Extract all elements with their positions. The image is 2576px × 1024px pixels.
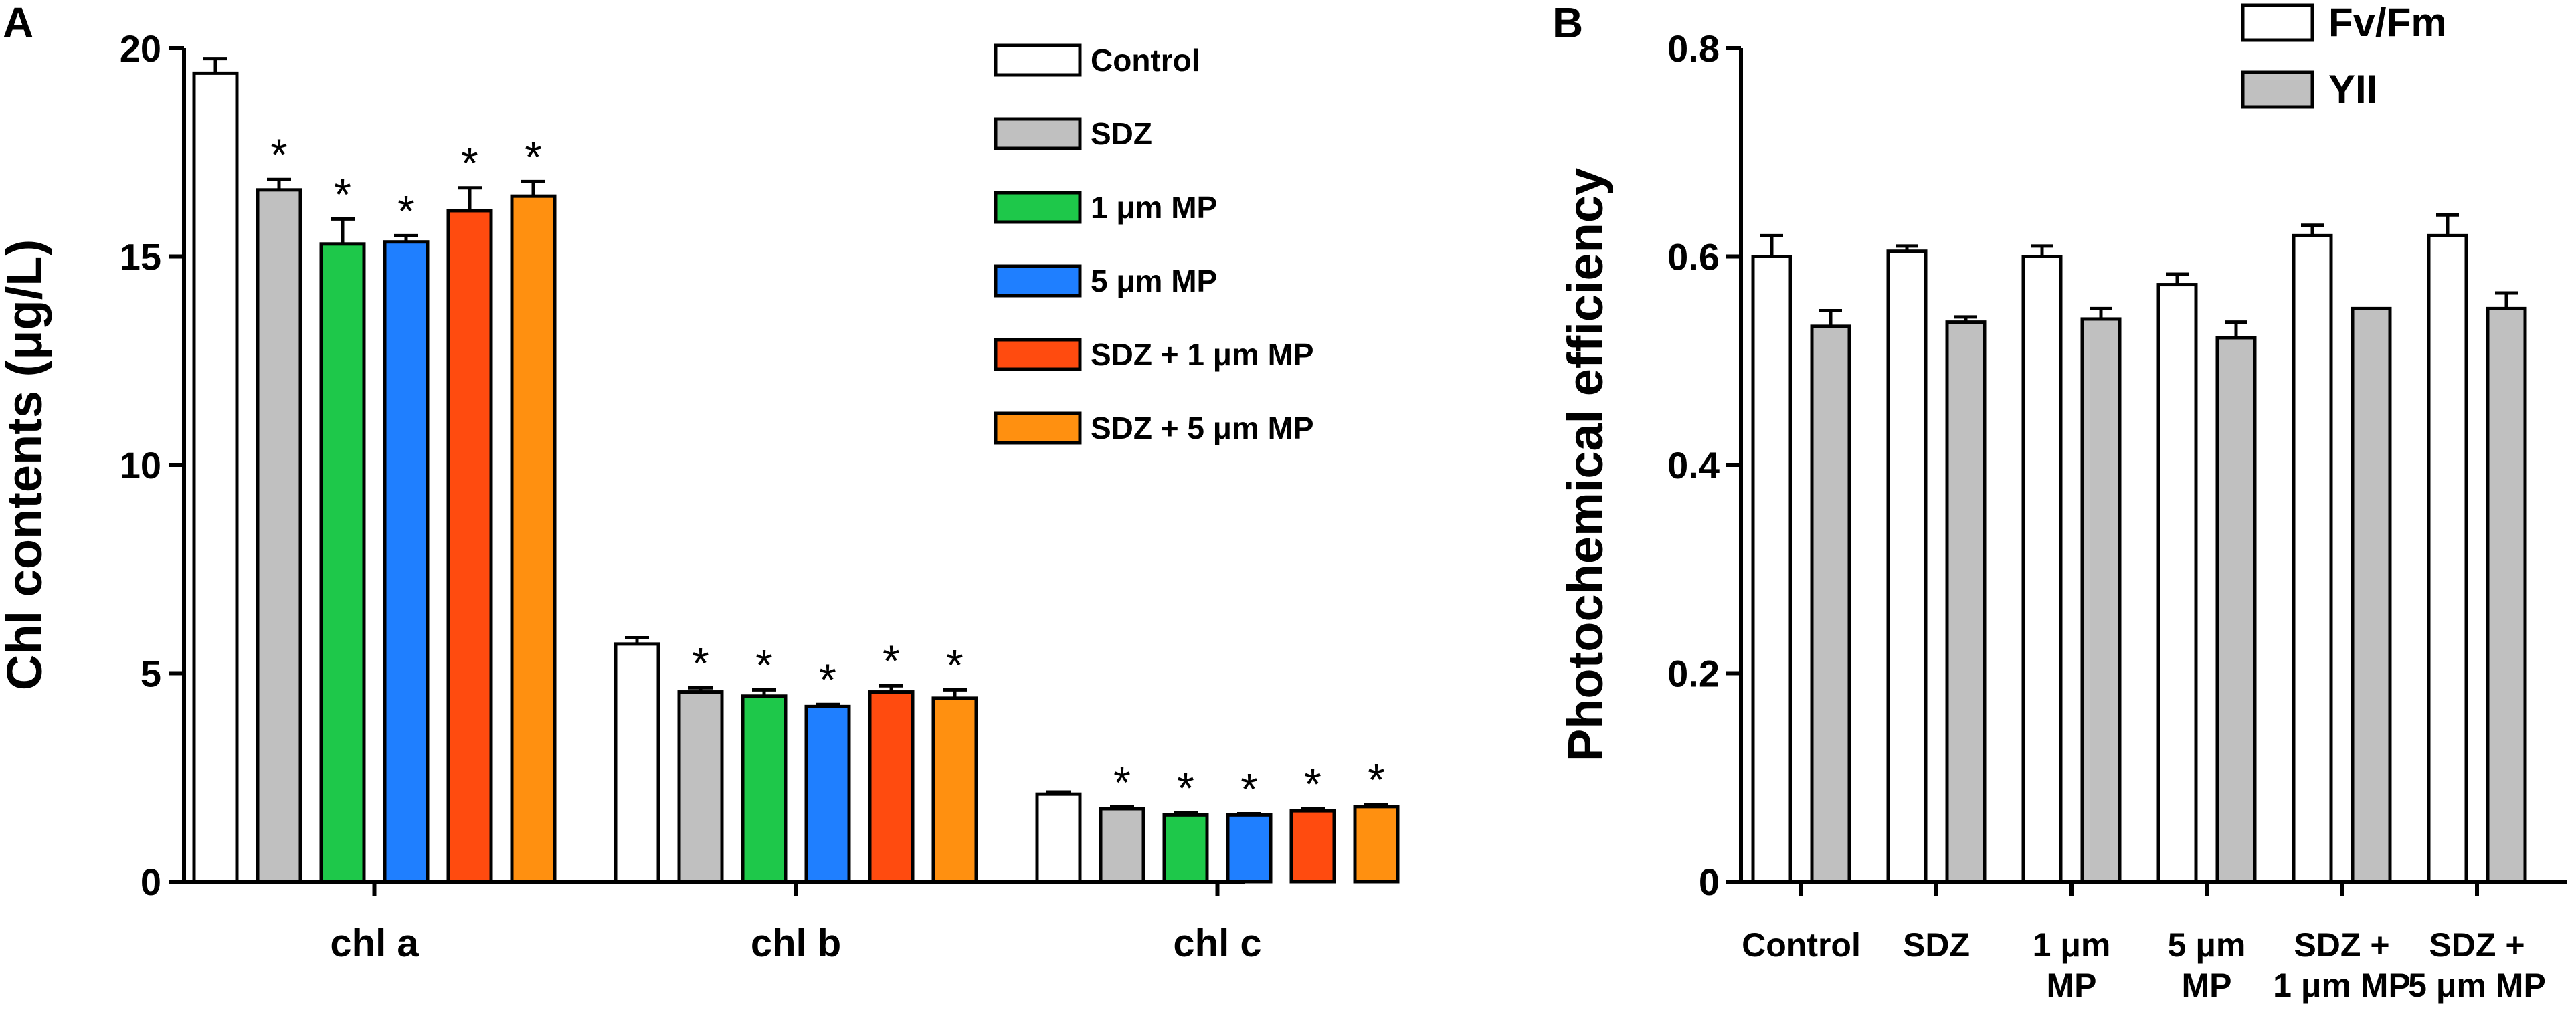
significance-mark: * xyxy=(1240,764,1258,813)
legend-label: Fv/Fm xyxy=(2328,0,2447,45)
bar xyxy=(804,704,851,884)
y-axis-label: Chl contents (μg/L) xyxy=(0,239,52,690)
legend-swatch xyxy=(994,338,1082,371)
y-tick-label: 0.6 xyxy=(1667,236,1720,278)
significance-mark: * xyxy=(1304,759,1321,809)
legend-swatch xyxy=(994,43,1082,77)
bar xyxy=(677,690,724,884)
x-category-label: SDZ xyxy=(1903,926,1970,964)
x-category-label: chl b xyxy=(751,922,841,965)
y-tick-label: 0.8 xyxy=(1667,27,1720,70)
x-category-label: 1 μm xyxy=(2033,926,2111,964)
significance-mark: * xyxy=(692,638,709,688)
panel-a-label: A xyxy=(3,0,33,47)
bar xyxy=(2080,317,2122,884)
y-tick-label: 15 xyxy=(120,236,161,278)
bar xyxy=(614,642,660,884)
bar xyxy=(2292,233,2333,884)
legend-swatch xyxy=(994,117,1082,150)
y-tick-label: 0 xyxy=(141,861,161,903)
significance-mark: * xyxy=(1177,763,1194,813)
panel-a-chart: 0 5 10 15 20 Chl contents (μg/L) * * * * * chl a * * *… xyxy=(0,27,1400,965)
significance-mark: * xyxy=(946,640,963,690)
significance-mark: * xyxy=(334,169,351,219)
x-category-label: SDZ + xyxy=(2429,926,2524,964)
legend-label: SDZ + 1 μm MP xyxy=(1091,337,1314,372)
legend-label: 1 μm MP xyxy=(1091,190,1217,225)
bar xyxy=(2427,233,2468,884)
legend-swatch xyxy=(994,191,1082,224)
significance-mark: * xyxy=(883,636,900,686)
significance-mark: * xyxy=(461,138,478,188)
bar xyxy=(1751,255,1792,884)
bar xyxy=(1945,320,1987,884)
legend-label: SDZ xyxy=(1091,116,1152,151)
legend-swatch xyxy=(2241,3,2314,42)
significance-mark: * xyxy=(1113,757,1131,807)
bar xyxy=(510,194,557,884)
panel-b-chart: 0 0.2 0.4 0.6 0.8 Photochemical efficiency Con… xyxy=(1558,0,2567,1004)
x-category-label: Control xyxy=(1742,926,1861,964)
bar xyxy=(1226,813,1273,884)
y-tick-label: 0.2 xyxy=(1667,653,1720,695)
legend-swatch xyxy=(994,264,1082,298)
y-tick-label: 0 xyxy=(1699,861,1720,903)
significance-mark: * xyxy=(819,655,836,704)
x-category-label: MP xyxy=(2182,966,2232,1004)
bar xyxy=(2486,306,2527,884)
bar xyxy=(446,209,493,884)
x-category-label: 5 μm xyxy=(2168,926,2246,964)
bar xyxy=(1810,324,1851,884)
legend-label: Control xyxy=(1091,43,1200,78)
bar xyxy=(192,71,239,884)
x-category-label: 5 μm MP xyxy=(2408,966,2546,1004)
bar xyxy=(1353,805,1400,884)
bar xyxy=(2351,306,2392,884)
legend-label: YII xyxy=(2328,67,2377,112)
bar xyxy=(319,242,366,884)
y-tick-label: 5 xyxy=(141,653,161,695)
bar xyxy=(1886,249,1928,884)
bar xyxy=(2156,283,2198,884)
bar xyxy=(1162,813,1209,884)
legend-swatch xyxy=(2241,70,2314,109)
bar xyxy=(2021,255,2063,884)
significance-mark: * xyxy=(525,132,542,181)
bar xyxy=(741,694,788,884)
bar xyxy=(2215,336,2257,884)
y-tick-label: 20 xyxy=(120,27,161,70)
significance-mark: * xyxy=(270,130,288,179)
bar xyxy=(1035,792,1082,884)
x-category-label: MP xyxy=(2047,966,2097,1004)
significance-mark: * xyxy=(1368,755,1385,805)
x-category-label: 1 μm MP xyxy=(2273,966,2411,1004)
bar xyxy=(868,690,915,884)
legend-swatch xyxy=(994,411,1082,445)
y-tick-label: 0.4 xyxy=(1667,444,1720,486)
x-category-label: SDZ + xyxy=(2294,926,2389,964)
bar xyxy=(1099,807,1145,884)
panel-b-label: B xyxy=(1552,0,1583,47)
significance-mark: * xyxy=(755,640,773,690)
significance-mark: * xyxy=(397,186,415,235)
bar xyxy=(1289,809,1336,884)
y-axis-label: Photochemical efficiency xyxy=(1558,168,1613,762)
y-tick-label: 10 xyxy=(120,444,161,486)
bar xyxy=(931,696,978,884)
legend-label: SDZ + 5 μm MP xyxy=(1091,411,1314,445)
x-category-label: chl a xyxy=(330,922,419,965)
x-category-label: chl c xyxy=(1173,922,1261,965)
bar xyxy=(256,188,302,884)
bar xyxy=(383,240,430,884)
legend-label: 5 μm MP xyxy=(1091,264,1217,298)
